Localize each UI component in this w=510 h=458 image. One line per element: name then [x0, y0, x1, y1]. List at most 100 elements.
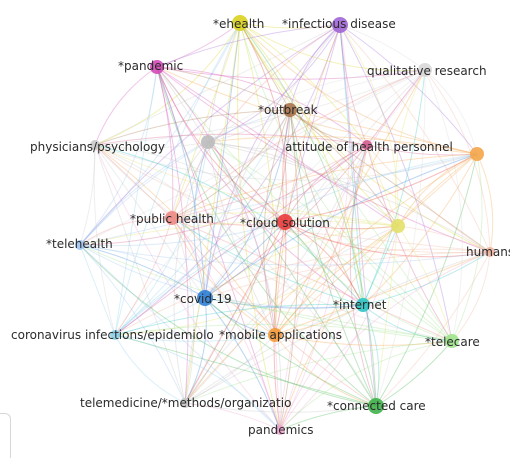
- edge-qualitative-attitude: [366, 69, 426, 146]
- node-label-attitude-of-health-personnel[interactable]: attitude of health personnel: [285, 140, 453, 154]
- edge-physicians-humans: [94, 144, 491, 254]
- node-telemedicine[interactable]: [180, 398, 190, 408]
- edge-attitude-pandemics: [279, 144, 368, 431]
- node-attitude[interactable]: [362, 140, 372, 150]
- edge-ehealth-cloud: [239, 22, 287, 223]
- node-label-public-health[interactable]: *public health: [130, 212, 214, 226]
- edge-telehealth-covid: [79, 244, 206, 299]
- node-label-ehealth[interactable]: *ehealth: [213, 17, 264, 31]
- edge-yellow_unlabeled-mobile: [274, 225, 399, 336]
- edge-physicians-telemedicine: [94, 144, 186, 404]
- edge-physicians-internet: [94, 144, 364, 306]
- node-label-infectious-disease[interactable]: *infectious disease: [282, 17, 396, 31]
- edge-qualitative-covid: [204, 69, 426, 299]
- node-yellow_unlabeled[interactable]: [391, 219, 405, 233]
- edge-attitude-telemedicine: [184, 144, 368, 404]
- node-pandemics[interactable]: [275, 425, 285, 435]
- edge-pandemic_star-connected: [156, 66, 377, 407]
- edge-qualitative-cloud: [284, 69, 426, 223]
- edge-qualitative-public_health: [171, 69, 426, 219]
- edge-internet-telemedicine: [184, 304, 364, 404]
- node-label-covid-19[interactable]: *covid-19: [174, 292, 232, 306]
- edge-physicians-connected: [94, 144, 377, 407]
- node-pandemic_star[interactable]: [150, 60, 164, 74]
- node-cloud[interactable]: [277, 214, 293, 230]
- node-label-telecare[interactable]: *telecare: [425, 335, 480, 349]
- node-label-connected-care[interactable]: *connected care: [327, 399, 426, 413]
- edge-telemedicine-connected: [184, 402, 377, 413]
- node-infectious[interactable]: [332, 17, 348, 33]
- edge-ehealth-pandemic_star: [156, 22, 241, 68]
- edge-public_health-telemedicine: [171, 217, 195, 404]
- node-gray_unlabeled[interactable]: [201, 135, 215, 149]
- network-nodes: [75, 15, 495, 435]
- node-outbreak[interactable]: [283, 103, 297, 117]
- node-ehealth[interactable]: [232, 15, 248, 31]
- node-mobile[interactable]: [268, 328, 282, 342]
- node-orange_unlabeled[interactable]: [470, 147, 484, 161]
- node-label-cloud-solution[interactable]: *cloud solution: [240, 216, 330, 230]
- edge-cloud-yellow_unlabeled: [284, 221, 399, 230]
- edge-physicians-mobile: [94, 144, 276, 336]
- node-telehealth[interactable]: [75, 240, 85, 250]
- edge-gray_unlabeled-connected: [207, 141, 377, 407]
- node-public_health[interactable]: [165, 211, 179, 225]
- edge-infectious-internet: [339, 24, 364, 306]
- node-label-physicians-psychology[interactable]: physicians/psychology: [30, 140, 165, 154]
- edge-infectious-covid: [204, 24, 341, 299]
- node-connected[interactable]: [368, 398, 384, 414]
- node-humans[interactable]: [485, 247, 495, 257]
- edge-telecare-connected: [375, 340, 453, 407]
- edge-mobile-telecare: [274, 334, 453, 346]
- node-physicians[interactable]: [90, 140, 100, 150]
- edge-attitude-coronavirus: [114, 144, 368, 336]
- edge-orange_unlabeled-telemedicine: [184, 153, 478, 404]
- edge-internet-pandemics: [279, 304, 364, 431]
- node-label-qualitative-research[interactable]: qualitative research: [367, 64, 487, 78]
- node-label-mobile-applications[interactable]: *mobile applications: [219, 328, 342, 342]
- node-label-pandemic[interactable]: *pandemic: [118, 59, 183, 73]
- edge-gray_unlabeled-coronavirus: [114, 141, 209, 336]
- edge-gray_unlabeled-orange_unlabeled: [207, 135, 478, 155]
- edge-pandemic_star-cloud: [156, 66, 286, 223]
- node-label-telemedicine[interactable]: telemedicine/*methods/organizatio: [80, 396, 291, 410]
- node-label-internet[interactable]: *internet: [333, 298, 387, 312]
- edge-infectious-orange_unlabeled: [339, 24, 478, 155]
- edge-cloud-telecare: [284, 221, 453, 342]
- node-telecare[interactable]: [445, 334, 459, 348]
- node-label-pandemics[interactable]: pandemics: [248, 423, 313, 437]
- node-internet[interactable]: [356, 298, 370, 312]
- edge-qualitative-gray_unlabeled: [207, 69, 426, 143]
- edge-public_health-pandemics: [171, 217, 281, 431]
- node-label-telehealth[interactable]: *telehealth: [46, 237, 113, 251]
- edge-attitude-telehealth: [79, 144, 368, 246]
- node-label-outbreak[interactable]: *outbreak: [258, 103, 318, 117]
- node-label-humans[interactable]: humans: [466, 245, 510, 259]
- edge-telehealth-connected: [79, 244, 377, 407]
- edge-telehealth-mobile: [79, 244, 276, 336]
- edge-gray_unlabeled-telecare: [207, 141, 453, 342]
- edge-humans-mobile: [274, 251, 491, 336]
- edge-outbreak-cloud: [282, 109, 291, 223]
- edge-physicians-cloud: [94, 144, 286, 223]
- edge-physicians-coronavirus: [93, 144, 116, 336]
- edge-qualitative-telehealth: [79, 69, 426, 246]
- edge-qualitative-yellow_unlabeled: [394, 69, 426, 227]
- edge-gray_unlabeled-mobile: [207, 141, 276, 336]
- edge-humans-pandemics: [279, 251, 491, 431]
- node-covid[interactable]: [197, 290, 213, 306]
- edge-physicians-telehealth: [79, 144, 96, 246]
- edge-pandemic_star-covid: [156, 66, 206, 299]
- edge-ehealth-telemedicine: [184, 22, 241, 404]
- node-label-coronavirus-infections[interactable]: coronavirus infections/epidemiolo: [11, 328, 214, 342]
- node-qualitative[interactable]: [418, 63, 432, 77]
- edge-cloud-coronavirus: [114, 221, 286, 336]
- edge-covid-pandemics: [204, 297, 281, 431]
- edge-pandemic_star-yellow_unlabeled: [156, 66, 399, 227]
- edge-gray_unlabeled-pandemics: [207, 141, 282, 431]
- edge-qualitative-orange_unlabeled: [424, 69, 478, 155]
- edge-outbreak-gray_unlabeled: [207, 109, 291, 143]
- edge-attitude-yellow_unlabeled: [366, 144, 399, 227]
- node-coronavirus[interactable]: [110, 330, 120, 340]
